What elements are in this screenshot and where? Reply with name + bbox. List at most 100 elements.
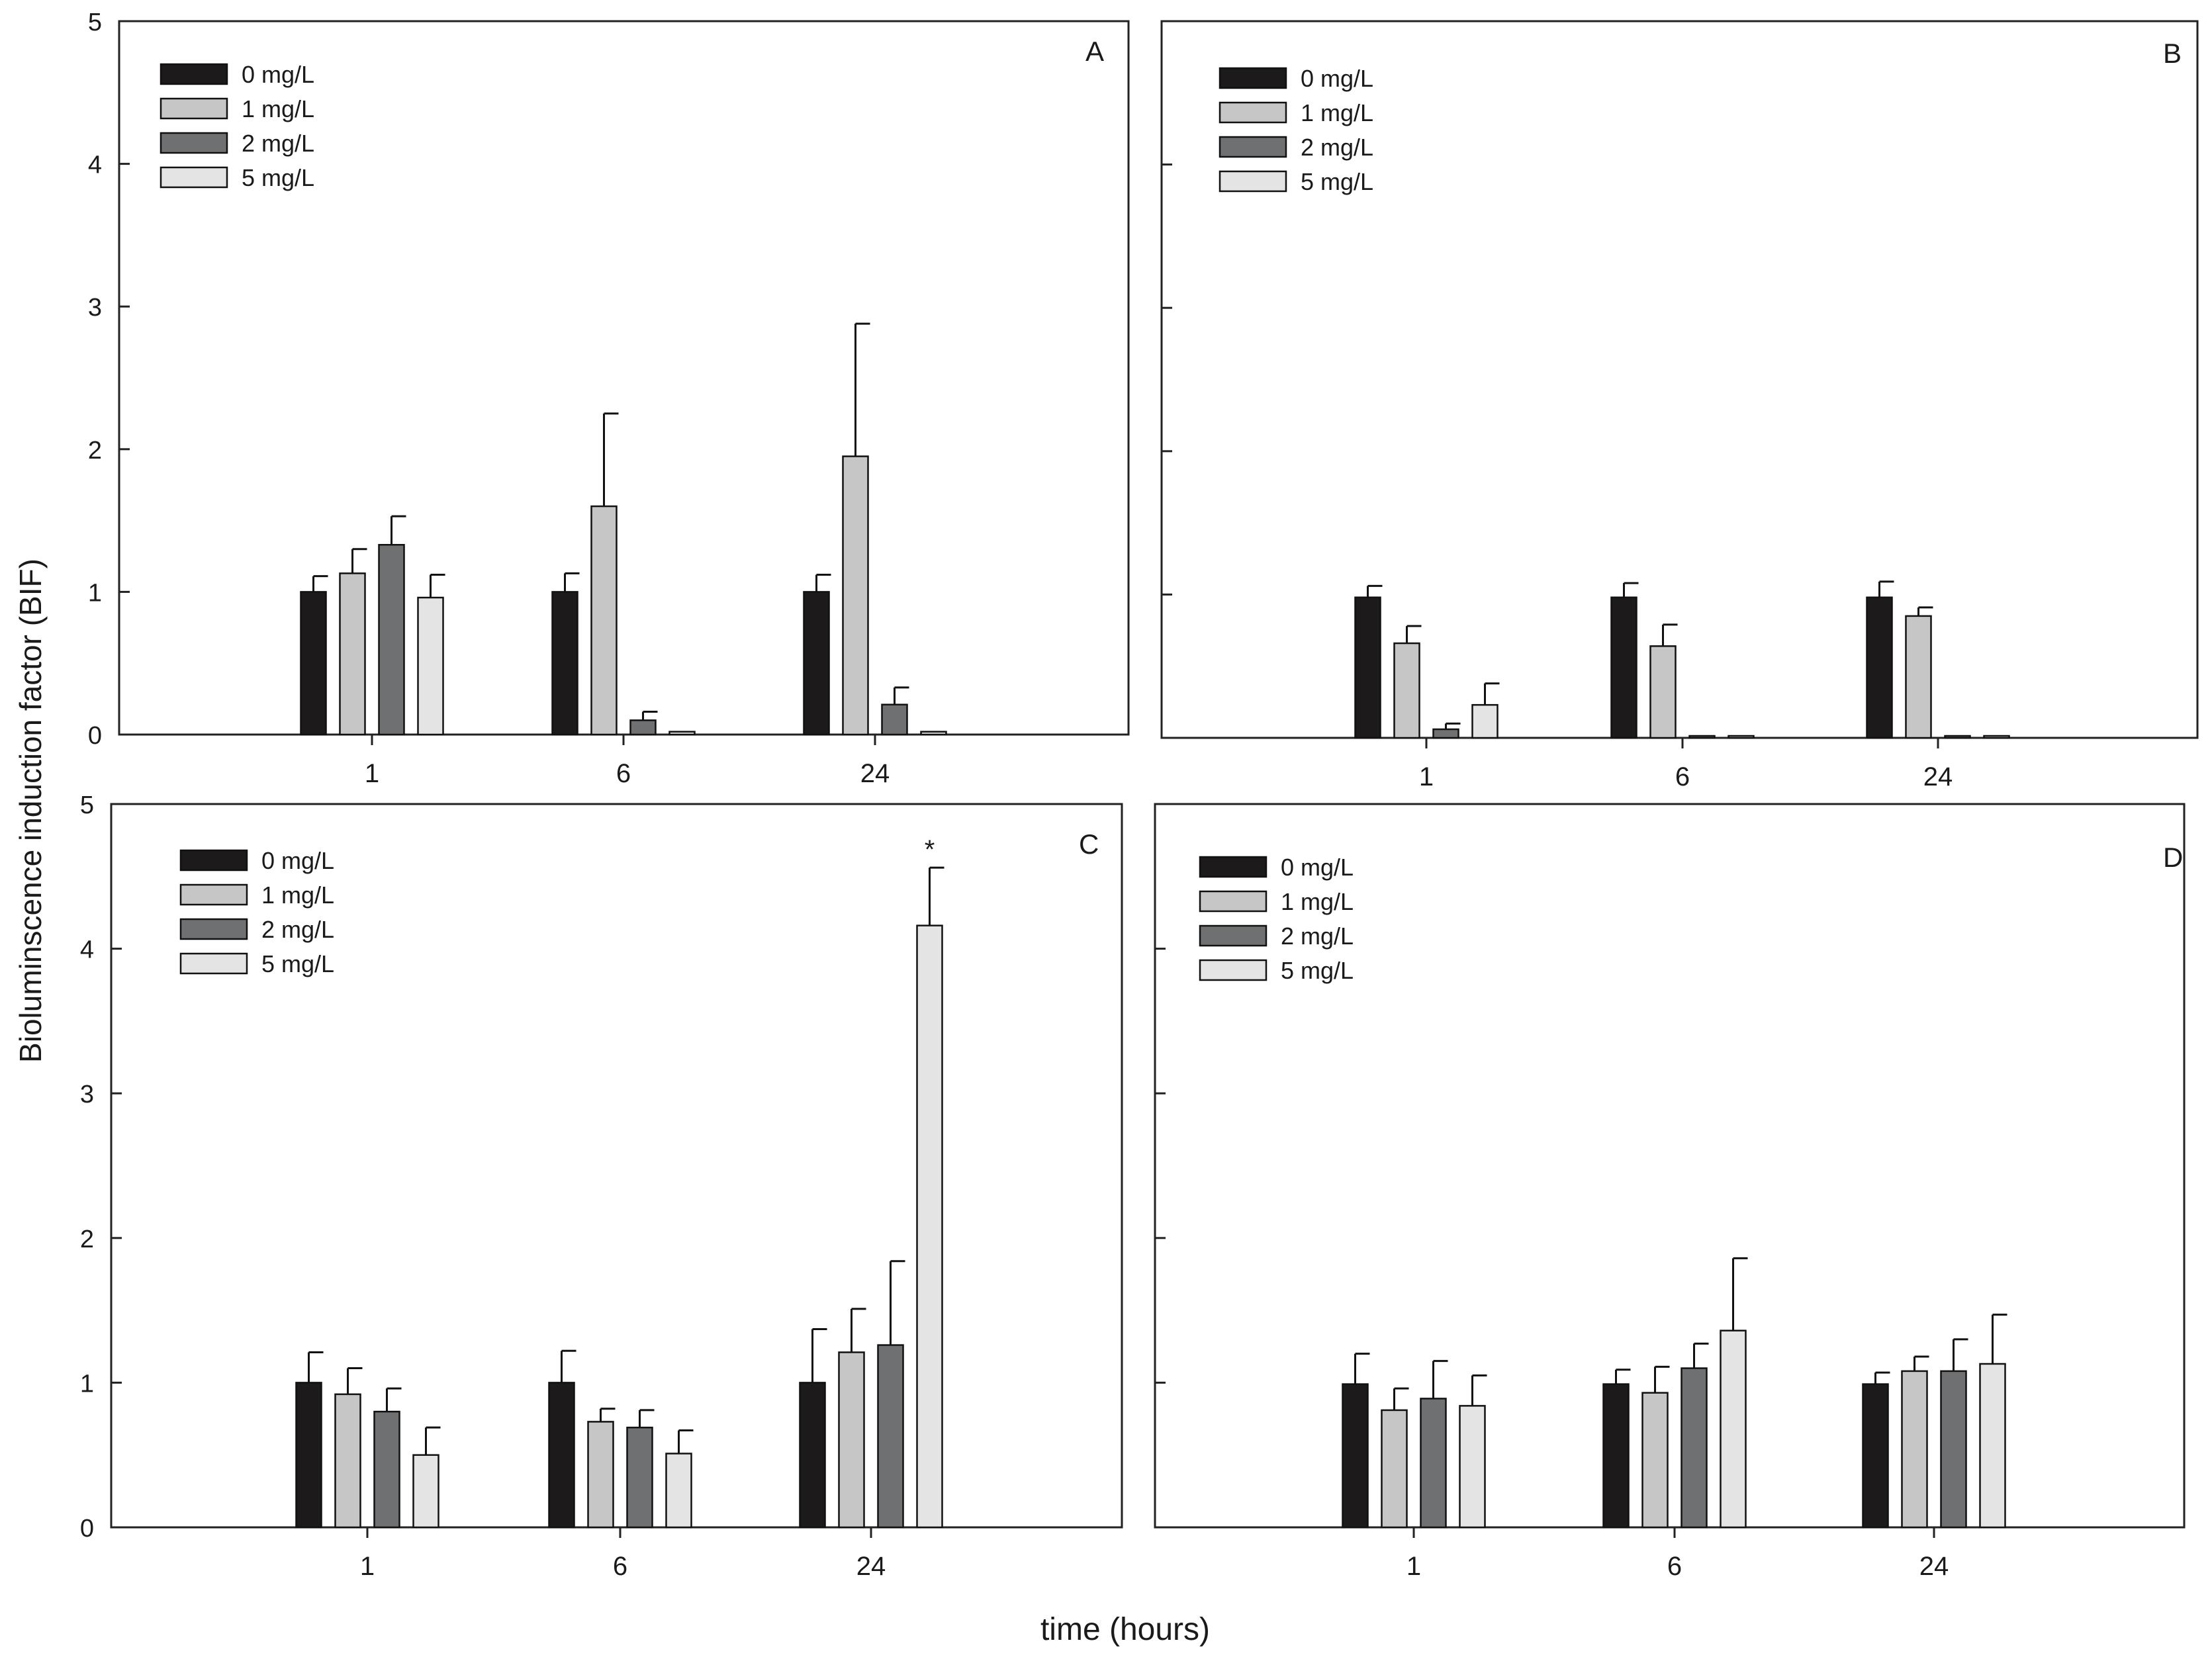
- legend-label: 1 mg/L: [1281, 888, 1354, 915]
- bar: [1681, 1367, 1708, 1529]
- legend-label: 2 mg/L: [1281, 922, 1354, 950]
- bar: [881, 703, 908, 736]
- x-tick-label: 6: [1675, 762, 1690, 791]
- plot-frame: [118, 20, 1130, 736]
- panel-label: D: [2163, 842, 2183, 873]
- legend-swatch: [160, 166, 228, 189]
- bar: [1432, 728, 1459, 739]
- legend-swatch: [1199, 924, 1267, 947]
- x-tick-label: 6: [616, 759, 631, 788]
- bar: [1905, 615, 1932, 739]
- x-tick-label: 24: [1919, 1552, 1949, 1581]
- y-tick-label: 2: [80, 1226, 94, 1253]
- legend-label: 0 mg/L: [242, 61, 314, 88]
- bar: [838, 1351, 865, 1529]
- legend-label: 0 mg/L: [261, 847, 334, 874]
- x-tick-label: 24: [856, 1552, 886, 1581]
- bar: [1983, 735, 2010, 739]
- bar: [1354, 596, 1381, 739]
- bar: [551, 591, 578, 736]
- bar: [587, 1421, 614, 1529]
- bar: [339, 572, 366, 736]
- bar: [1940, 1370, 1967, 1529]
- x-tick-label: 1: [1406, 1552, 1421, 1581]
- y-tick-label: 1: [88, 579, 102, 607]
- y-tick-label: 5: [80, 791, 94, 819]
- bar: [1342, 1383, 1369, 1529]
- legend-swatch: [1219, 170, 1287, 193]
- legend-swatch: [179, 952, 248, 975]
- legend-label: 1 mg/L: [1301, 99, 1373, 126]
- bar: [1602, 1383, 1630, 1529]
- y-tick-label: 4: [88, 152, 102, 179]
- legend-swatch: [1199, 890, 1267, 913]
- bar: [1641, 1392, 1669, 1529]
- bar: [373, 1410, 400, 1529]
- legend-swatch: [160, 63, 228, 85]
- chart-panel-A: 0 1 2 3 4 5 1 6 24 0 mg/L 1 mg/L 2 mg/L 5 mg/L A: [88, 9, 1130, 788]
- bar: [1649, 645, 1677, 739]
- legend-swatch: [160, 132, 228, 154]
- y-tick-label: 5: [88, 9, 102, 36]
- legend-label: 5 mg/L: [261, 950, 334, 977]
- plot-frame: [1160, 20, 2199, 739]
- x-tick-label: 1: [1419, 762, 1434, 791]
- panel-label: C: [1079, 829, 1099, 860]
- bar: [920, 731, 947, 736]
- x-tick-label: 6: [613, 1552, 627, 1581]
- bar: [1381, 1409, 1408, 1529]
- plot-frame: [1154, 803, 2186, 1529]
- bar: [378, 544, 405, 736]
- significance-star: *: [925, 835, 935, 864]
- legend-swatch: [179, 883, 248, 906]
- x-tick-label: 24: [1923, 762, 1953, 791]
- bar: [300, 591, 327, 736]
- bar: [412, 1454, 439, 1529]
- y-tick-label: 1: [80, 1370, 94, 1398]
- chart-panel-B: 1 6 24 0 mg/L 1 mg/L 2 mg/L 5 mg/L B: [1160, 20, 2199, 791]
- legend-swatch: [1199, 856, 1267, 878]
- bar: [1862, 1383, 1889, 1529]
- y-tick-label: 3: [80, 1081, 94, 1108]
- y-tick-label: 4: [80, 936, 94, 964]
- legend-label: 5 mg/L: [242, 164, 314, 191]
- x-axis-label: time (hours): [1040, 1612, 1210, 1647]
- bar: [1728, 735, 1755, 739]
- bar: [417, 596, 444, 736]
- legend-label: 1 mg/L: [261, 881, 334, 909]
- legend-swatch: [179, 918, 248, 940]
- legend-label: 2 mg/L: [1301, 134, 1373, 161]
- legend-swatch: [160, 97, 228, 120]
- bar: [1393, 642, 1420, 739]
- chart-panel-D: 1 6 24 0 mg/L 1 mg/L 2 mg/L 5 mg/L D: [1154, 803, 2186, 1581]
- bar: [590, 505, 618, 736]
- bar: [1944, 735, 1971, 739]
- y-tick-label: 0: [80, 1515, 94, 1543]
- legend-swatch: [1219, 67, 1287, 89]
- plot-frame: [110, 803, 1123, 1529]
- chart-panel-C: 0 1 2 3 4 5 1 6 24 * 0 mg/L 1 mg/L 2 mg/L 5 mg/L C: [80, 791, 1123, 1581]
- bar: [842, 455, 869, 736]
- legend-swatch: [1219, 136, 1287, 158]
- bar: [1901, 1370, 1928, 1529]
- bar: [1979, 1363, 2006, 1529]
- legend-label: 2 mg/L: [261, 916, 334, 943]
- bar: [1720, 1329, 1747, 1529]
- x-tick-label: 1: [365, 759, 379, 788]
- panel-label: A: [1085, 36, 1104, 67]
- y-tick-label: 0: [88, 722, 102, 750]
- y-tick-label: 2: [88, 437, 102, 465]
- panel-label: B: [2163, 38, 2182, 69]
- legend-swatch: [1199, 959, 1267, 981]
- bar: [1459, 1405, 1486, 1529]
- legend-swatch: [179, 849, 248, 872]
- bar: [668, 731, 696, 736]
- bar: [1866, 596, 1893, 739]
- bar: [295, 1382, 322, 1529]
- legend-label: 1 mg/L: [242, 95, 314, 122]
- legend-label: 2 mg/L: [242, 130, 314, 157]
- x-tick-label: 24: [860, 759, 890, 788]
- x-tick-label: 1: [360, 1552, 375, 1581]
